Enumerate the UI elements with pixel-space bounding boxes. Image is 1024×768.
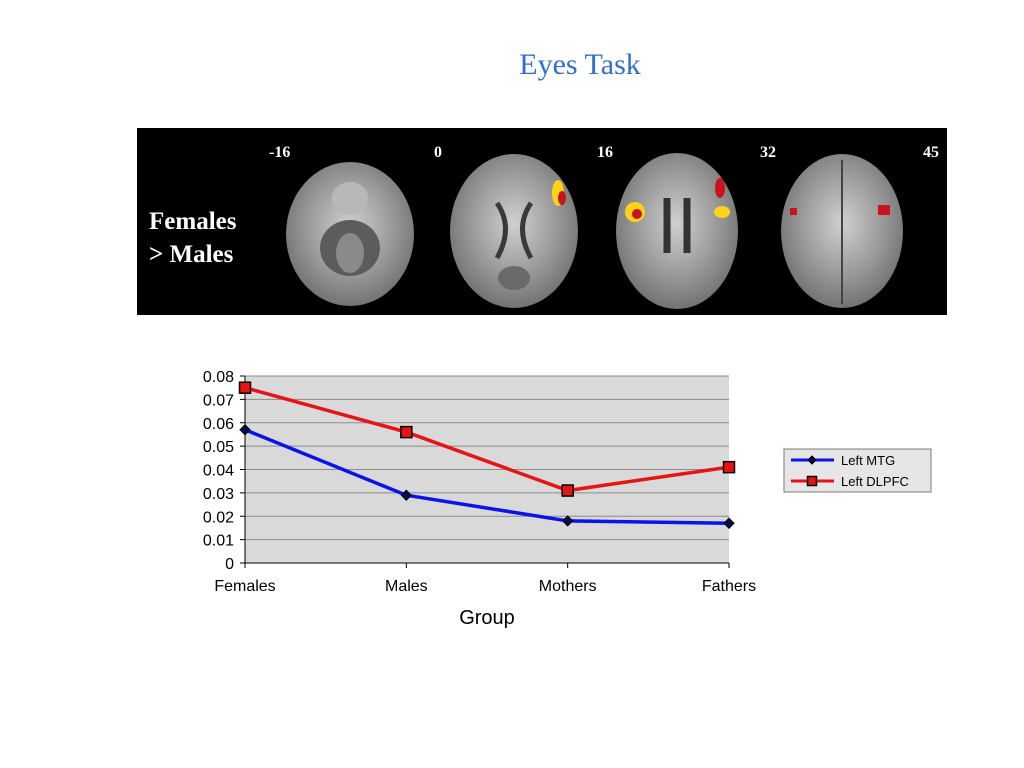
y-tick-label: 0.01 xyxy=(203,533,234,550)
y-tick-label: 0.03 xyxy=(203,486,234,503)
slice-label: 45 xyxy=(923,144,939,161)
data-point xyxy=(400,489,413,501)
brain-image-panel: -16 0 16 32 45 Females > Males xyxy=(137,128,947,315)
data-point xyxy=(400,425,413,439)
data-point xyxy=(807,455,817,465)
data-point xyxy=(561,484,574,497)
data-point xyxy=(806,475,818,487)
brain-slice xyxy=(450,154,578,308)
y-tick-label: 0.06 xyxy=(203,416,234,433)
x-tick-label: Mothers xyxy=(539,578,597,595)
y-axis-ticks: 0 0.01 0.02 0.03 0.04 0.05 0.06 0.07 0.08 xyxy=(203,369,245,573)
series-line xyxy=(244,428,730,526)
series xyxy=(238,381,736,529)
contrast-label-line2: > Males xyxy=(149,241,234,268)
x-tick-label: Fathers xyxy=(702,578,756,595)
brain-slices-graphic xyxy=(286,153,903,309)
y-tick-label: 0 xyxy=(225,556,234,573)
slice-label: 16 xyxy=(597,144,613,161)
slide-title: Eyes Task xyxy=(519,48,641,81)
x-tick-label: Males xyxy=(385,578,428,595)
y-tick-label: 0.05 xyxy=(203,439,234,456)
y-tick-label: 0.07 xyxy=(203,392,234,409)
y-tick-label: 0.08 xyxy=(203,369,234,386)
data-point xyxy=(722,460,736,474)
slice-label: 32 xyxy=(760,144,776,161)
x-tick-label: Females xyxy=(214,578,275,595)
brain-slice xyxy=(286,162,414,306)
gridlines xyxy=(245,375,729,541)
y-tick-label: 0.04 xyxy=(203,463,234,480)
brain-slice xyxy=(616,153,738,309)
brain-slice xyxy=(781,154,903,308)
data-point xyxy=(239,424,251,436)
legend-label: Left DLPFC xyxy=(841,474,909,489)
x-axis-title: Group xyxy=(459,607,515,629)
legend-label: Left MTG xyxy=(841,453,895,468)
x-axis-ticks: Females Males Mothers Fathers xyxy=(214,563,756,595)
data-point xyxy=(238,381,252,394)
legend: Left MTG Left DLPFC xyxy=(783,448,932,493)
series-line xyxy=(244,386,730,493)
data-point xyxy=(723,517,735,529)
contrast-label-line1: Females xyxy=(149,208,237,235)
slice-label: 0 xyxy=(434,144,442,161)
y-tick-label: 0.02 xyxy=(203,509,234,526)
slice-label: -16 xyxy=(269,144,291,161)
data-point xyxy=(561,515,574,527)
